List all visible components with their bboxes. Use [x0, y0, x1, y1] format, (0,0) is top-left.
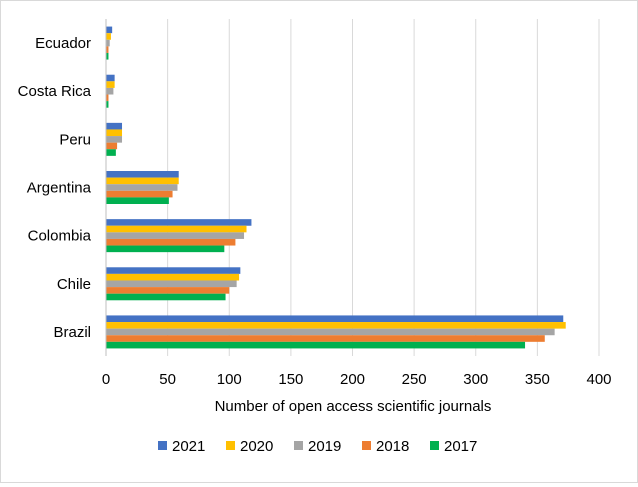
- bar-argentina-2018: [106, 190, 173, 198]
- legend-label-2018: 2018: [376, 438, 409, 455]
- bar-costa-rica-2020: [106, 81, 115, 88]
- bar-brazil-2021: [106, 315, 564, 323]
- bar-ecuador-2021: [106, 26, 113, 34]
- bar-costa-rica-2018: [106, 94, 109, 102]
- bar-costa-rica-2019: [106, 87, 114, 95]
- bar-colombia-2018: [106, 238, 236, 246]
- bar-costa-rica-2021: [106, 74, 115, 82]
- bar-chile-2018: [106, 287, 230, 294]
- bar-colombia-2021: [106, 219, 252, 226]
- x-tick-label-150: 150: [278, 371, 303, 388]
- legend-swatch-2018: [362, 441, 371, 450]
- legend-item-2021: 2021: [158, 438, 205, 455]
- category-label-brazil: Brazil: [53, 324, 91, 341]
- legend-item-2017: 2017: [430, 438, 477, 455]
- x-tick-label-50: 50: [159, 371, 176, 388]
- bar-ecuador-2018: [106, 46, 109, 53]
- bar-brazil-2019: [106, 328, 555, 336]
- category-label-ecuador: Ecuador: [35, 35, 91, 52]
- bar-brazil-2017: [106, 341, 526, 349]
- category-label-colombia: Colombia: [28, 228, 92, 245]
- bar-argentina-2019: [106, 184, 178, 191]
- legend-label-2020: 2020: [240, 438, 273, 455]
- category-label-peru: Peru: [59, 131, 91, 148]
- legend-item-2020: 2020: [226, 438, 273, 455]
- category-label-argentina: Argentina: [27, 180, 92, 197]
- bar-chile-2021: [106, 267, 241, 274]
- category-labels: Ecuador Costa Rica Peru Argentina Colombia Ch…: [18, 35, 92, 341]
- legend-item-2018: 2018: [362, 438, 409, 455]
- gridlines: [167, 19, 600, 356]
- x-tick-label-200: 200: [340, 371, 365, 388]
- bar-chile-2019: [106, 280, 237, 288]
- legend-label-2017: 2017: [444, 438, 477, 455]
- x-tick-label-100: 100: [217, 371, 242, 388]
- x-tick-labels: 0 50 100 150 200 250 300 350 400: [102, 371, 612, 388]
- legend-swatch-2019: [294, 441, 303, 450]
- x-tick-label-300: 300: [463, 371, 488, 388]
- bar-argentina-2020: [106, 177, 179, 185]
- legend-item-2019: 2019: [294, 438, 341, 455]
- bar-peru-2018: [106, 142, 118, 150]
- bar-argentina-2017: [106, 197, 169, 204]
- legend: 2021 2020 2019 2018 2017: [158, 438, 477, 455]
- bar-peru-2017: [106, 149, 116, 156]
- bar-colombia-2019: [106, 232, 245, 239]
- bar-ecuador-2019: [106, 39, 110, 47]
- bar-colombia-2020: [106, 225, 247, 233]
- bars: [106, 26, 566, 349]
- bar-brazil-2018: [106, 335, 545, 342]
- bar-ecuador-2020: [106, 33, 111, 40]
- bar-peru-2019: [106, 136, 123, 143]
- bar-costa-rica-2017: [106, 101, 109, 108]
- x-tick-label-350: 350: [525, 371, 550, 388]
- x-tick-label-0: 0: [102, 371, 110, 388]
- bar-chile-2020: [106, 273, 240, 281]
- bar-colombia-2017: [106, 245, 225, 253]
- bar-argentina-2021: [106, 171, 179, 178]
- legend-label-2021: 2021: [172, 438, 205, 455]
- bar-chile-2017: [106, 293, 226, 301]
- legend-swatch-2021: [158, 441, 167, 450]
- x-tick-label-250: 250: [402, 371, 427, 388]
- x-tick-label-400: 400: [586, 371, 611, 388]
- bar-peru-2021: [106, 122, 123, 130]
- legend-swatch-2020: [226, 441, 235, 450]
- x-axis-label: Number of open access scientific journal…: [215, 398, 492, 415]
- bar-ecuador-2017: [106, 52, 109, 60]
- category-label-chile: Chile: [57, 276, 91, 293]
- bar-brazil-2020: [106, 322, 566, 329]
- legend-swatch-2017: [430, 441, 439, 450]
- category-label-costa-rica: Costa Rica: [18, 83, 92, 100]
- bar-peru-2020: [106, 129, 123, 137]
- legend-label-2019: 2019: [308, 438, 341, 455]
